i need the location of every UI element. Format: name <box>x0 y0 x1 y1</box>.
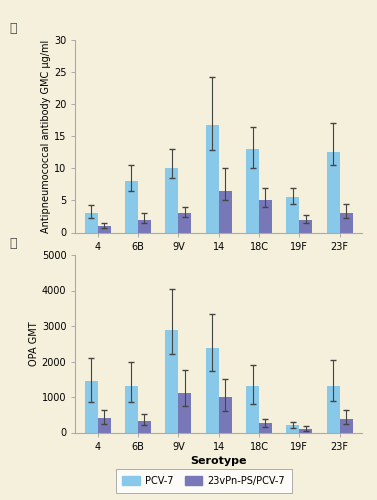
Bar <box>246 149 259 232</box>
Text: Ⓐ: Ⓐ <box>9 22 17 35</box>
Bar <box>166 330 178 432</box>
Bar <box>299 220 312 232</box>
Bar <box>85 381 98 432</box>
Bar <box>246 386 259 432</box>
Bar <box>219 191 231 232</box>
X-axis label: Serotype: Serotype <box>190 256 247 266</box>
Bar <box>299 428 312 432</box>
Bar <box>98 226 110 232</box>
Bar <box>125 386 138 432</box>
X-axis label: Serotype: Serotype <box>190 456 247 466</box>
Bar <box>206 348 219 432</box>
Bar <box>166 168 178 232</box>
Bar <box>327 386 340 432</box>
Bar <box>287 426 299 432</box>
Bar <box>98 418 110 432</box>
Bar <box>259 424 272 432</box>
Y-axis label: Antipneumococcal antibody GMC μg/ml: Antipneumococcal antibody GMC μg/ml <box>41 40 51 233</box>
Bar <box>138 421 151 432</box>
Bar <box>259 200 272 232</box>
Bar <box>125 181 138 233</box>
Legend: PCV-7, 23vPn-PS/PCV-7: PCV-7, 23vPn-PS/PCV-7 <box>115 469 292 492</box>
Bar <box>85 213 98 233</box>
Text: Ⓑ: Ⓑ <box>9 237 17 250</box>
Bar <box>138 220 151 232</box>
Bar <box>178 394 191 432</box>
Bar <box>287 197 299 232</box>
Bar <box>206 124 219 232</box>
Bar <box>219 397 231 432</box>
Bar <box>327 152 340 232</box>
Bar <box>340 418 352 432</box>
Y-axis label: OPA GMT: OPA GMT <box>29 322 39 366</box>
Bar <box>340 213 352 233</box>
Bar <box>178 213 191 233</box>
